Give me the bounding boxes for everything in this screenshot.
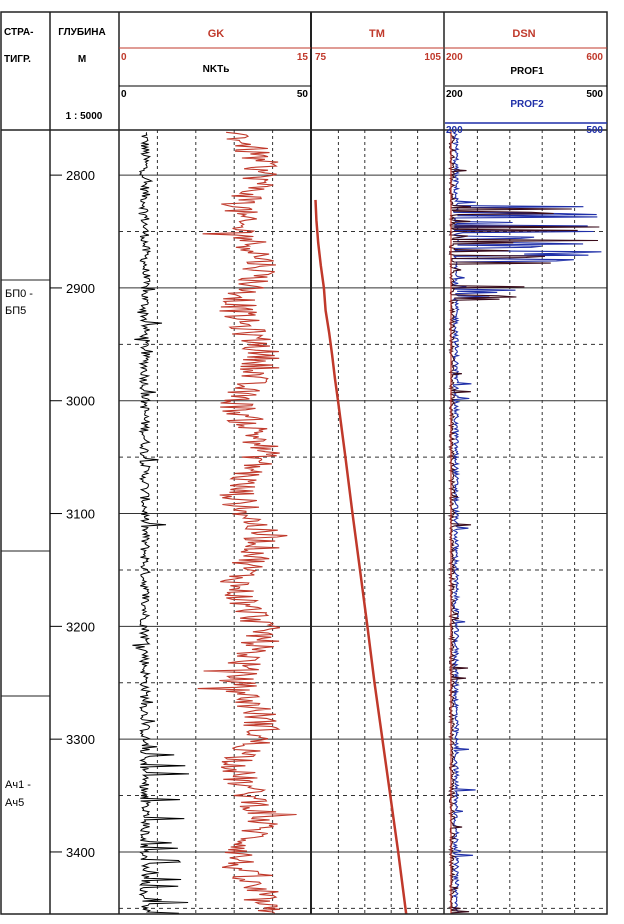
nkt-min: 0 [121, 89, 127, 100]
strat-bp-label-1: БП0 - [5, 288, 33, 300]
depth-ticks: 2800 2900 3000 3100 3200 3300 3400 [50, 168, 95, 860]
chart-frame [0, 11, 608, 915]
nkt-curve [132, 132, 190, 914]
prof2-max: 500 [586, 125, 603, 136]
gk-min: 0 [121, 52, 127, 63]
nkt-title: NKTь [203, 64, 230, 75]
prof1-min: 200 [446, 52, 463, 63]
tm-min: 75 [315, 52, 327, 63]
prof2-min: 200 [446, 125, 463, 136]
depth-unit: М [78, 54, 86, 65]
log-curves [132, 130, 602, 915]
prof1-b-max: 500 [586, 89, 603, 100]
dsn-title: DSN [512, 28, 535, 40]
prof1-title: PROF1 [510, 66, 544, 77]
depth-header: ГЛУБИНА [58, 27, 105, 38]
gk-max: 15 [297, 52, 309, 63]
outer-border [0, 11, 608, 915]
depth-tick-label: 3200 [66, 619, 95, 634]
strat-ach-label-1: Ач1 - [5, 779, 31, 791]
gk-title: GK [208, 28, 225, 40]
strat-header-1: СТРА- [4, 27, 33, 38]
prof1-max: 600 [586, 52, 603, 63]
prof2-title: PROF2 [510, 99, 544, 110]
strat-header-2: ТИГР. [4, 54, 31, 65]
tm-curve [314, 199, 408, 915]
depth-scale: 1 : 5000 [66, 111, 103, 122]
depth-tick-label: 2900 [66, 281, 95, 296]
strat-ach-label-2: Ач5 [5, 797, 24, 809]
depth-tick-label: 3100 [66, 507, 95, 522]
tm-max: 105 [424, 52, 441, 63]
depth-tick-label: 2800 [66, 168, 95, 183]
depth-tick-label: 3000 [66, 394, 95, 409]
tm-title: TM [369, 28, 385, 40]
gk-curve [197, 131, 297, 914]
grid-lines [119, 130, 607, 914]
depth-tick-label: 3400 [66, 845, 95, 860]
depth-tick-label: 3300 [66, 732, 95, 747]
prof1-b-min: 200 [446, 89, 463, 100]
strat-bp-label-2: БП5 [5, 305, 26, 317]
nkt-max: 50 [297, 89, 309, 100]
